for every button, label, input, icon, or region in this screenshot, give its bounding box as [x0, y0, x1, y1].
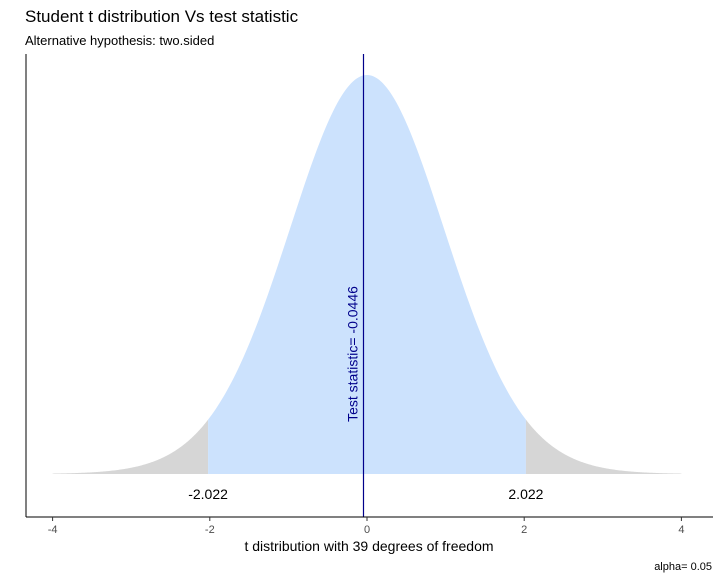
rejection-region-left: [52, 419, 209, 474]
rejection-region-right: [525, 419, 682, 474]
x-tick-label: 2: [521, 524, 527, 536]
critical-value-right-label: 2.022: [508, 486, 543, 502]
chart-subtitle: Alternative hypothesis: two.sided: [25, 33, 214, 48]
alpha-caption: alpha= 0.05: [654, 561, 712, 573]
x-axis-ticks: -4 -2 0 2 4: [48, 517, 684, 536]
x-tick-label: -4: [48, 524, 58, 536]
x-tick-label: -2: [205, 524, 215, 536]
critical-value-left-label: -2.022: [188, 486, 228, 502]
chart-title: Student t distribution Vs test statistic: [25, 7, 299, 26]
x-tick-label: 4: [678, 524, 684, 536]
test-statistic-label: Test statistic= -0.0446: [344, 286, 360, 422]
plot-area: Test statistic= -0.0446 -2.022 2.022: [52, 54, 682, 517]
acceptance-region: [208, 75, 526, 474]
x-tick-label: 0: [364, 524, 370, 536]
x-axis-title: t distribution with 39 degrees of freedo…: [244, 538, 493, 554]
